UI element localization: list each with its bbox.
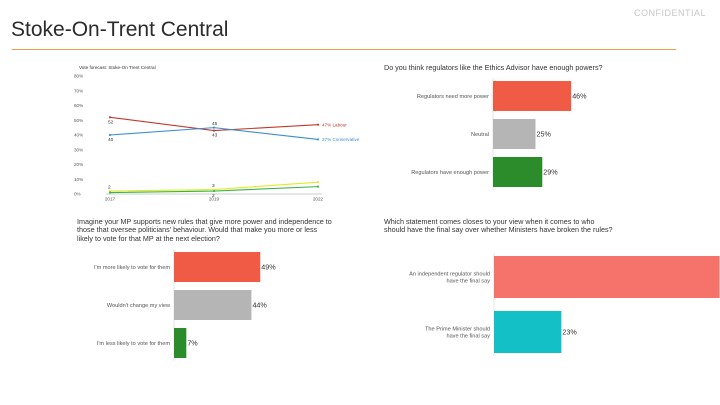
- bar: [493, 81, 572, 111]
- bar: [174, 328, 187, 358]
- y-tick-label: 40%: [74, 133, 83, 138]
- bar-value-label: 23%: [562, 328, 577, 337]
- x-tick-label: 2022: [313, 197, 324, 202]
- series-end-label: 47% Labour: [322, 122, 347, 127]
- bar-value-label: 46%: [572, 92, 587, 101]
- data-point: [212, 129, 216, 132]
- y-tick-label: 60%: [74, 103, 83, 108]
- regulator-powers-question: Do you think regulators like the Ethics …: [384, 63, 603, 72]
- bar-value-label: 7%: [187, 339, 198, 348]
- point-label: 2: [212, 193, 215, 199]
- y-tick-label: 10%: [74, 177, 83, 182]
- y-tick-label: 30%: [74, 147, 83, 152]
- data-point: [108, 191, 112, 194]
- category-label-line: Regulators need more power: [417, 94, 489, 100]
- bar-value-label: 29%: [543, 168, 558, 177]
- data-point: [108, 116, 112, 119]
- vote-forecast-panel: Vote forecast: Stoke-On Trent Central 0%…: [70, 60, 370, 210]
- title-divider: [12, 49, 676, 50]
- mp-support-panel: Imagine your MP supports new rules that …: [77, 217, 372, 368]
- data-point: [316, 138, 320, 141]
- category-label-line: have the final say: [446, 334, 490, 340]
- y-tick-label: 20%: [74, 162, 83, 167]
- final-say-panel: Which statement comes closes to your vie…: [384, 217, 720, 368]
- category-label-line: I'm more likely to vote for them: [94, 265, 170, 271]
- point-label: 43: [212, 133, 218, 139]
- x-tick-label: 2019: [209, 197, 220, 202]
- category-label: Wouldn't change my view: [107, 303, 171, 309]
- bar: [493, 119, 536, 149]
- category-label-line: I'm less likely to vote for them: [97, 341, 171, 347]
- category-label-line: An independent regulator should: [409, 271, 490, 277]
- mp-support-chart: 49% I'm more likely to vote for them 44% Wo…: [94, 249, 276, 361]
- mp-support-question: Imagine your MP supports new rules that …: [77, 217, 332, 243]
- vote-forecast-chart: 0% 10% 20% 30% 40% 50% 60% 70% 80% 2017 2019 2022 52…: [74, 74, 360, 202]
- bar-value-label: 44%: [252, 301, 267, 310]
- bar: [494, 256, 720, 298]
- data-point: [108, 133, 112, 137]
- bar-value-label: 49%: [261, 263, 276, 272]
- data-point: [316, 181, 320, 184]
- y-tick-label: 70%: [74, 88, 83, 93]
- x-tick-label: 2017: [105, 197, 116, 202]
- final-say-question: Which statement comes closes to your vie…: [384, 217, 613, 235]
- point-label: 3: [212, 183, 215, 189]
- category-label: I'm less likely to vote for them: [97, 341, 171, 347]
- category-label-line: The Prime Minister should: [425, 326, 490, 332]
- category-label-line: have the final say: [446, 279, 490, 285]
- y-tick-label: 0%: [74, 192, 81, 197]
- page-title: Stoke-On-Trent Central: [11, 18, 229, 41]
- point-label: 45: [212, 121, 218, 127]
- category-label: Regulators have enough power: [411, 170, 489, 176]
- category-label-line: Neutral: [471, 132, 489, 138]
- y-tick-label: 50%: [74, 118, 83, 123]
- confidential-label: CONFIDENTIAL: [633, 8, 706, 18]
- category-label: Regulators need more power: [417, 94, 489, 100]
- data-point: [316, 185, 320, 188]
- vote-forecast-title: Vote forecast: Stoke-On Trent Central: [79, 65, 156, 70]
- y-tick-label: 80%: [74, 74, 83, 79]
- bar: [493, 157, 543, 187]
- category-label: The Prime Minister should have the final …: [425, 326, 490, 339]
- bar-value-label: 25%: [537, 130, 552, 139]
- bar: [174, 290, 252, 320]
- data-point: [212, 126, 216, 129]
- category-label: Neutral: [471, 132, 489, 138]
- point-label: 2: [108, 185, 111, 191]
- regulator-powers-panel: Do you think regulators like the Ethics …: [384, 60, 684, 200]
- data-point: [212, 189, 216, 193]
- data-point: [316, 123, 320, 126]
- series-end-label: 37% Conservative: [322, 137, 360, 142]
- category-label: An independent regulator should have the …: [409, 271, 490, 284]
- category-label: I'm more likely to vote for them: [94, 265, 170, 271]
- category-label-line: Wouldn't change my view: [107, 303, 171, 309]
- bar: [494, 311, 562, 353]
- point-label: 40: [108, 137, 114, 143]
- bar: [174, 252, 261, 282]
- category-label-line: Regulators have enough power: [411, 170, 489, 176]
- point-label: 52: [108, 119, 114, 125]
- regulator-powers-chart: 46% Regulators need more power 25% Neutral 2…: [411, 78, 587, 190]
